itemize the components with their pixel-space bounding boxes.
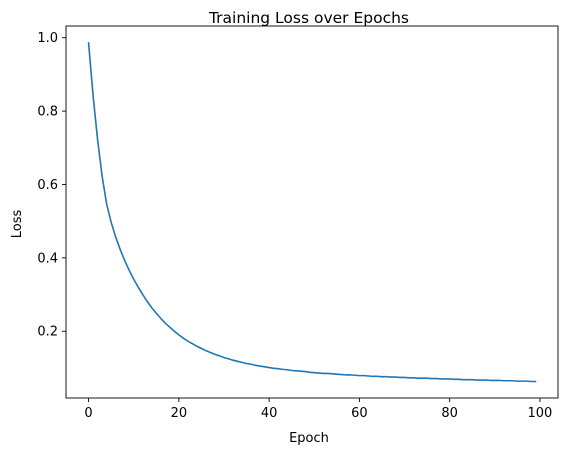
x-tick-label: 60	[351, 406, 368, 421]
y-tick-label: 1.0	[37, 31, 58, 46]
x-tick-label: 80	[441, 406, 458, 421]
x-tick-label: 20	[171, 406, 188, 421]
y-tick-label: 0.4	[37, 251, 58, 266]
x-tick-label: 100	[528, 406, 553, 421]
x-tick-label: 40	[261, 406, 278, 421]
loss-series-line	[87, 42, 537, 383]
y-tick-label: 0.2	[37, 325, 58, 340]
series-layer	[87, 42, 537, 383]
x-tick-label: 0	[84, 406, 92, 421]
chart-title: Training Loss over Epochs	[208, 9, 409, 27]
y-axis-label: Loss	[10, 210, 25, 239]
x-axis: 0 20 40 60 80 100	[84, 398, 552, 421]
x-axis-label: Epoch	[289, 431, 329, 446]
axes-frame	[65, 25, 559, 399]
y-tick-label: 0.8	[37, 105, 58, 120]
y-tick-label: 0.6	[37, 178, 58, 193]
plot-area	[65, 25, 559, 399]
y-axis: 0.2 0.4 0.6 0.8 1.0	[37, 31, 66, 340]
